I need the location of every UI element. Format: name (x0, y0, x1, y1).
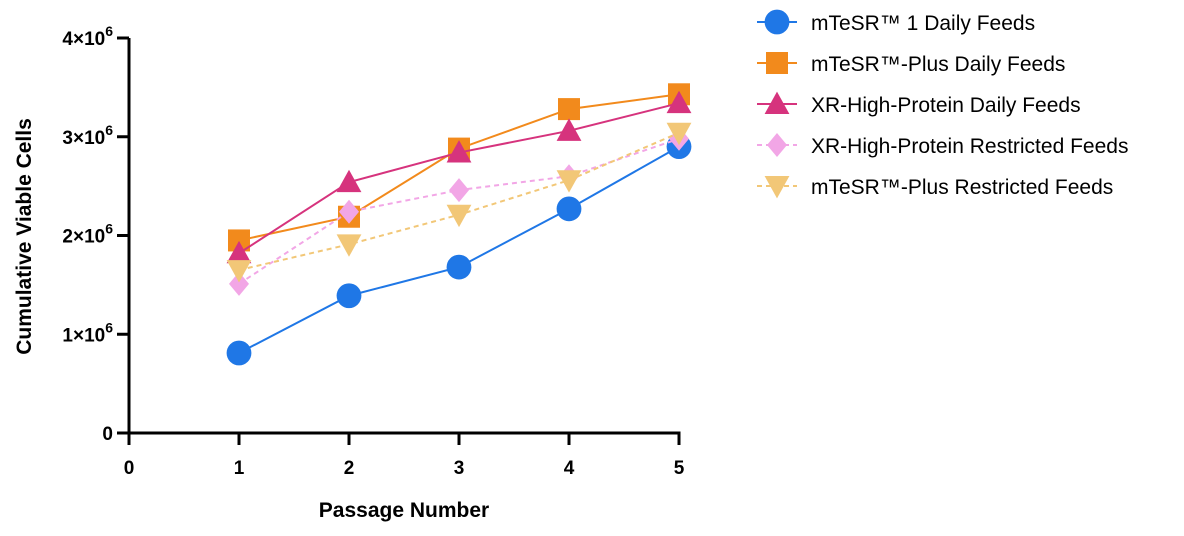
data-point (226, 240, 252, 264)
x-tick-label: 4 (564, 458, 575, 479)
legend-item: XR-High-Protein Daily Feeds (757, 91, 1081, 117)
legend: mTeSR™ 1 Daily Feeds mTeSR™-Plus Daily Fe… (757, 9, 1128, 199)
series-3 (226, 90, 692, 264)
legend-item: mTeSR™ 1 Daily Feeds (757, 9, 1035, 35)
data-point (666, 122, 692, 146)
x-tick-label: 0 (124, 458, 135, 479)
x-tick-label: 5 (674, 458, 685, 479)
y-tick-label: 1×106 (62, 319, 113, 346)
data-point (228, 229, 250, 252)
series-line (238, 145, 680, 354)
legend-item: XR-High-Protein Restricted Feeds (757, 133, 1128, 158)
data-point (446, 140, 472, 163)
legend-label: mTeSR™ 1 Daily Feeds (811, 12, 1035, 35)
y-tick-label: 0 (102, 424, 113, 445)
data-point (556, 196, 582, 222)
data-point (336, 234, 362, 257)
y-axis-title: Cumulative Viable Cells (13, 118, 36, 355)
data-point (556, 170, 582, 193)
data-point (226, 340, 252, 366)
legend-marker (764, 9, 790, 35)
legend-marker (764, 176, 790, 199)
data-point (558, 98, 580, 121)
legend-label: mTeSR™-Plus Restricted Feeds (811, 176, 1113, 199)
data-point (339, 199, 359, 224)
data-point (666, 90, 692, 114)
data-point (336, 169, 362, 193)
data-point (229, 271, 249, 296)
series-1 (226, 134, 692, 366)
data-point (446, 204, 472, 228)
x-axis-ticks: 0 1 2 3 4 5 (124, 433, 685, 479)
x-axis-title: Passage Number (319, 499, 489, 522)
legend-marker (766, 52, 788, 74)
legend-label: mTeSR™-Plus Daily Feeds (811, 53, 1065, 76)
data-point (449, 178, 469, 203)
x-tick-label: 2 (344, 458, 355, 479)
data-point (556, 118, 582, 141)
legend-label: XR-High-Protein Restricted Feeds (811, 135, 1128, 158)
x-tick-label: 3 (454, 458, 465, 479)
legend-marker (767, 133, 787, 157)
x-tick-label: 1 (234, 458, 245, 479)
legend-label: XR-High-Protein Daily Feeds (811, 94, 1081, 117)
data-point (226, 260, 252, 283)
series-layer (226, 83, 692, 366)
series-5 (226, 122, 692, 283)
y-axis-ticks: 0 1×106 2×106 3×106 4×106 (62, 23, 129, 445)
legend-item: mTeSR™-Plus Daily Feeds (757, 52, 1065, 76)
y-tick-label: 2×106 (62, 221, 113, 248)
legend-item: mTeSR™-Plus Restricted Feeds (757, 176, 1113, 199)
data-point (336, 283, 362, 309)
data-point (446, 254, 472, 280)
y-tick-label: 4×106 (62, 23, 113, 50)
y-tick-label: 3×106 (62, 122, 113, 149)
legend-marker (764, 91, 790, 114)
